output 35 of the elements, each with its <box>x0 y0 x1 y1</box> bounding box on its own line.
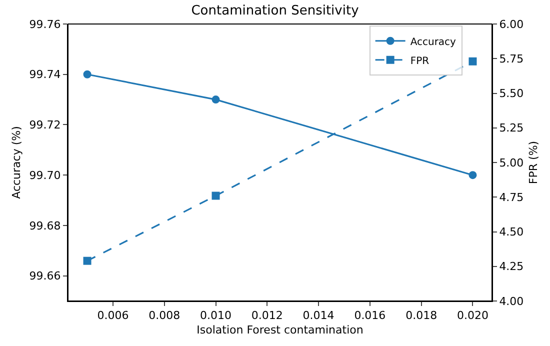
point <box>468 171 477 180</box>
legend-label: Accuracy <box>410 36 456 48</box>
point <box>83 70 92 78</box>
y2-tick-label: 4.50 <box>499 226 524 239</box>
y-tick-label: 99.76 <box>29 18 61 31</box>
point <box>468 57 477 66</box>
y2-tick-label: 4.00 <box>499 294 524 308</box>
x-tick-label: 0.006 <box>97 309 129 322</box>
y2-tick-label: 5.25 <box>499 122 524 135</box>
x-tick-label: 0.010 <box>200 309 232 322</box>
x-tick-label: 0.018 <box>406 309 438 322</box>
x-tick-label: 0.016 <box>354 309 386 322</box>
y2-axis-title: FPR (%) <box>526 140 540 184</box>
x-tick-label: 0.012 <box>251 309 283 322</box>
x-tick-label: 0.020 <box>456 309 488 322</box>
y2-tick-label: 4.25 <box>499 260 524 274</box>
y-tick-label: 99.68 <box>29 219 61 232</box>
y2-tick-label: 4.75 <box>499 190 524 204</box>
y2-tick-label: 5.75 <box>499 52 524 66</box>
y2-tick-label: 5.00 <box>499 156 524 170</box>
y-tick-label: 99.66 <box>29 270 61 283</box>
point <box>83 256 92 265</box>
legend-label: FPR <box>410 56 430 67</box>
point <box>212 192 220 200</box>
y-tick-label: 99.72 <box>29 118 61 132</box>
y-axis-title: Accuracy (%) <box>10 126 23 199</box>
x-axis-title: Isolation Forest contamination <box>196 323 364 336</box>
x-tick-label: 0.008 <box>148 309 180 322</box>
y-tick-label: 99.74 <box>29 68 61 82</box>
y2-tick-label: 5.50 <box>499 87 524 100</box>
chart-title: Contamination Sensitivity <box>191 3 360 18</box>
y2-tick-label: 6.00 <box>499 18 524 31</box>
x-tick-label: 0.014 <box>302 309 334 322</box>
y-tick-label: 99.70 <box>29 168 61 182</box>
point <box>212 96 220 104</box>
